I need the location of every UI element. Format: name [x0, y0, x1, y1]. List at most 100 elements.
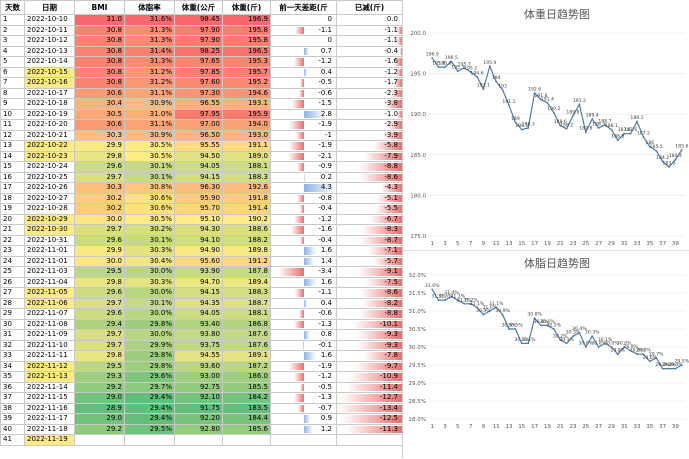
cell-lost[interactable]: -9.3 [336, 339, 402, 351]
cell-fat[interactable]: 30.9% [124, 129, 175, 141]
cell-date[interactable]: 2022-10-24 [24, 161, 75, 173]
cell-bmi[interactable]: 30.5 [74, 108, 125, 120]
cell-jin[interactable]: 193.1 [222, 98, 271, 110]
cell-day[interactable]: 15 [0, 161, 25, 173]
cell-date[interactable]: 2022-10-18 [24, 98, 75, 110]
cell-diff[interactable]: -2.1 [270, 150, 337, 162]
cell-diff[interactable]: 4.3 [270, 182, 337, 194]
cell-fat[interactable]: 29.6% [124, 371, 175, 383]
cell-lost[interactable]: -7.9 [336, 150, 402, 162]
cell-bmi[interactable]: 30.8 [74, 45, 125, 57]
cell-jin[interactable]: 183.5 [222, 402, 271, 414]
cell-day[interactable]: 8 [0, 87, 25, 99]
cell-bmi[interactable]: 30.6 [74, 119, 125, 131]
cell-kg[interactable]: 98.25 [174, 45, 223, 57]
cell-fat[interactable]: 30.1% [124, 297, 175, 309]
cell-kg[interactable]: 92.10 [174, 392, 223, 404]
cell-lost[interactable]: -12.5 [336, 413, 402, 425]
cell-kg[interactable]: 96.55 [174, 98, 223, 110]
cell-day[interactable]: 21 [0, 224, 25, 236]
cell-kg[interactable]: 95.70 [174, 203, 223, 215]
cell-bmi[interactable]: 30.0 [74, 213, 125, 225]
cell-fat[interactable]: 30.6% [124, 192, 175, 204]
cell-kg[interactable]: 94.15 [174, 171, 223, 183]
cell-fat[interactable]: 29.9% [124, 339, 175, 351]
cell-day[interactable]: 9 [0, 98, 25, 110]
cell-bmi[interactable]: 29.8 [74, 350, 125, 362]
cell-kg[interactable]: 96.30 [174, 182, 223, 194]
cell-bmi[interactable]: 29.6 [74, 161, 125, 173]
cell-fat[interactable]: 29.5% [124, 423, 175, 435]
cell-bmi[interactable]: 29.0 [74, 392, 125, 404]
cell-jin[interactable]: 192.6 [222, 182, 271, 194]
cell-diff[interactable]: -0.9 [270, 161, 337, 173]
cell-date[interactable]: 2022-10-22 [24, 140, 75, 152]
cell-diff[interactable]: 0.4 [270, 66, 337, 78]
cell-day[interactable]: 14 [0, 150, 25, 162]
cell-lost[interactable]: -8.8 [336, 308, 402, 320]
cell-lost[interactable]: -7.5 [336, 276, 402, 288]
cell-kg[interactable]: 96.50 [174, 129, 223, 141]
cell-fat[interactable]: 31.4% [124, 45, 175, 57]
cell-diff[interactable]: 0.2 [270, 171, 337, 183]
cell-date[interactable]: 2022-10-31 [24, 234, 75, 246]
cell-date[interactable]: 2022-10-20 [24, 119, 75, 131]
cell-date[interactable]: 2022-11-08 [24, 318, 75, 330]
cell-jin[interactable]: 190.2 [222, 213, 271, 225]
cell-lost[interactable]: -9.1 [336, 266, 402, 278]
cell-diff[interactable]: 1.6 [270, 350, 337, 362]
cell-bmi[interactable]: 30.3 [74, 182, 125, 194]
cell-jin[interactable]: 189.0 [222, 150, 271, 162]
cell-jin[interactable]: 189.8 [222, 245, 271, 257]
cell-day[interactable]: 31 [0, 329, 25, 341]
cell-jin[interactable]: 188.3 [222, 287, 271, 299]
cell-bmi[interactable]: 29.7 [74, 171, 125, 183]
cell-kg[interactable]: 93.60 [174, 360, 223, 372]
cell-lost[interactable]: -1.1 [336, 35, 402, 47]
cell-jin[interactable]: 187.2 [222, 360, 271, 372]
cell-date[interactable]: 2022-11-14 [24, 381, 75, 393]
cell-jin[interactable]: 195.3 [222, 56, 271, 68]
cell-fat[interactable]: 30.1% [124, 161, 175, 173]
cell-diff[interactable]: -1.6 [270, 224, 337, 236]
header-fat[interactable]: 体脂率 [124, 0, 175, 15]
cell-lost[interactable]: -7.8 [336, 350, 402, 362]
header-day[interactable]: 天数 [0, 0, 25, 15]
cell-bmi[interactable]: 28.9 [74, 402, 125, 414]
cell-bmi[interactable]: 29.7 [74, 339, 125, 351]
cell-fat[interactable]: 31.1% [124, 87, 175, 99]
cell-fat[interactable]: 31.6% [124, 14, 175, 26]
cell-bmi[interactable]: 31.0 [74, 14, 125, 26]
cell-diff[interactable]: 1.4 [270, 255, 337, 267]
cell-diff[interactable]: -1.1 [270, 287, 337, 299]
cell-jin[interactable]: 196.9 [222, 14, 271, 26]
cell-kg[interactable]: 97.00 [174, 119, 223, 131]
cell-lost[interactable]: -9.3 [336, 329, 402, 341]
cell-kg[interactable]: 95.10 [174, 213, 223, 225]
cell-fat[interactable]: 29.4% [124, 413, 175, 425]
cell-day[interactable]: 17 [0, 182, 25, 194]
cell-day[interactable]: 32 [0, 339, 25, 351]
cell-lost[interactable]: -10.9 [336, 371, 402, 383]
weight-chart[interactable]: 体重日趋势图 175.0 180.0 185.0 190.0 195.0 200.0 1 3 5 7… [403, 0, 689, 250]
cell-bmi[interactable]: 29.8 [74, 276, 125, 288]
cell-date[interactable]: 2022-11-05 [24, 287, 75, 299]
cell-jin[interactable]: 195.7 [222, 66, 271, 78]
cell-day[interactable]: 38 [0, 402, 25, 414]
cell-lost[interactable]: -1.2 [336, 66, 402, 78]
header-date[interactable]: 日期 [24, 0, 75, 15]
cell-jin[interactable]: 184.4 [222, 413, 271, 425]
cell-jin[interactable]: 191.4 [222, 203, 271, 215]
cell-date[interactable]: 2022-11-18 [24, 423, 75, 435]
cell-bmi[interactable]: 29.9 [74, 245, 125, 257]
cell-kg[interactable]: 94.30 [174, 224, 223, 236]
cell-day[interactable]: 16 [0, 171, 25, 183]
cell-bmi[interactable]: 29.6 [74, 308, 125, 320]
cell-lost[interactable]: 0.0 [336, 14, 402, 26]
cell-kg[interactable]: 95.60 [174, 255, 223, 267]
cell-date[interactable]: 2022-10-12 [24, 35, 75, 47]
cell-kg[interactable]: 93.00 [174, 371, 223, 383]
cell-day[interactable]: 3 [0, 35, 25, 47]
cell-diff[interactable]: 1.2 [270, 423, 337, 435]
cell-diff[interactable]: 0.8 [270, 329, 337, 341]
